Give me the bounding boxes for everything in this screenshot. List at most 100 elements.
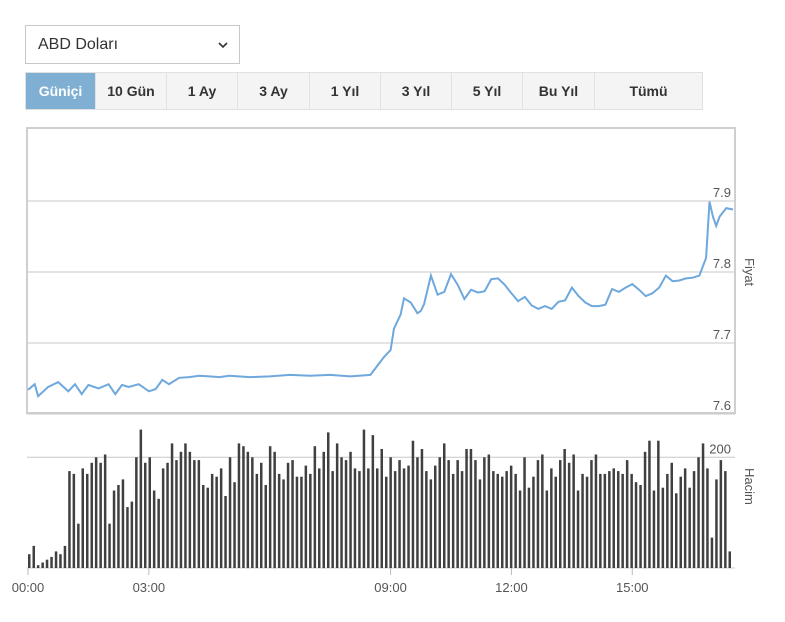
volume-bar [81,468,84,568]
volume-bar [487,454,491,568]
volume-bar [77,523,80,568]
volume-bar [246,451,250,569]
volume-bar [429,479,433,568]
volume-bar [652,490,656,568]
volume-bar [353,468,357,568]
volume-bar [380,449,383,568]
volume-bar [121,479,125,568]
volume-bar [443,443,446,568]
volume-bar [28,554,31,568]
volume-bar [210,473,214,568]
volume-bar [389,457,392,568]
volume-bar [349,451,352,569]
volume-bar [483,457,486,568]
volume-bar [90,462,93,568]
volume-bar [523,457,526,568]
volume-bar [45,559,49,568]
tab-3-months[interactable]: 3 Ay [238,73,310,109]
volume-bar [728,551,731,568]
volume-bar [277,473,281,568]
volume-bar [563,449,566,568]
volume-bar [585,476,589,568]
volume-bar [385,476,388,568]
tab-10-days[interactable]: 10 Gün [96,73,167,109]
volume-bar [322,451,325,569]
volume-bar [309,473,312,568]
volume-bar [264,485,267,568]
x-tick-label: 00:00 [12,580,45,595]
volume-bar [496,473,499,568]
x-tick-label: 15:00 [616,580,649,595]
price-tick-label: 7.9 [713,185,731,200]
volume-bar [63,545,67,568]
volume-bar [420,449,424,568]
volume-bar [144,462,147,568]
volume-bar [639,485,642,568]
tab-3-years[interactable]: 3 Yıl [381,73,452,109]
currency-select[interactable]: ABD Doları [25,25,240,64]
volume-tick-label: 200 [709,441,731,456]
volume-bar [465,449,468,568]
volume-bar [630,473,633,568]
volume-bar [295,476,299,568]
x-tick-label: 12:00 [495,580,528,595]
tab-1-year[interactable]: 1 Yıl [310,73,381,109]
x-tick-label: 09:00 [374,580,407,595]
volume-bar [697,457,700,568]
tab-all[interactable]: Tümü [629,83,668,99]
volume-bar [362,429,366,568]
volume-bar [175,460,178,568]
tab-intraday[interactable]: Güniçi [26,73,96,109]
volume-bar [402,468,406,568]
volume-bar [559,460,562,568]
volume-bar [255,473,259,568]
volume-bar [527,487,531,568]
volume-bar [398,460,401,568]
volume-bar [251,457,254,568]
volume-bar [501,476,504,568]
volume-bar [621,473,624,568]
volume-bar [358,471,361,568]
volume-bar [679,476,682,568]
tab-5-years[interactable]: 5 Yıl [452,73,523,109]
volume-bar [304,465,308,568]
volume-bar [550,468,553,568]
tab-this-year[interactable]: Bu Yıl [523,73,595,109]
volume-bar [197,460,201,568]
volume-bar [331,471,334,568]
volume-bar [376,468,379,568]
volume-bar [103,454,107,568]
volume-bar [451,473,455,568]
volume-bar [99,462,102,568]
volume-bar [701,443,705,568]
volume-bar [268,446,272,568]
volume-bar [425,471,428,568]
volume-bar [393,471,397,568]
volume-bar [291,460,294,568]
volume-bar [657,440,660,568]
volume-bar [456,460,459,568]
volume-bar [224,496,227,568]
volume-bar [719,460,723,568]
volume-bar [518,490,522,568]
price-tick-label: 7.8 [713,256,731,271]
volume-bar [594,454,598,568]
volume-bar [117,485,120,568]
volume-bar [541,454,544,568]
volume-bar [161,468,165,568]
x-tick-label: 03:00 [133,580,166,595]
volume-bar [233,482,236,568]
volume-bar [166,462,169,568]
volume-bar [634,482,638,568]
tab-1-month[interactable]: 1 Ay [167,73,238,109]
volume-bar [215,476,218,568]
volume-bar [184,443,187,568]
volume-bar [617,471,620,568]
volume-bar [692,471,696,568]
volume-bar [327,432,330,568]
volume-bar [335,443,339,568]
volume-bar [170,443,174,568]
volume-bar [54,551,58,568]
volume-bar [688,487,691,568]
